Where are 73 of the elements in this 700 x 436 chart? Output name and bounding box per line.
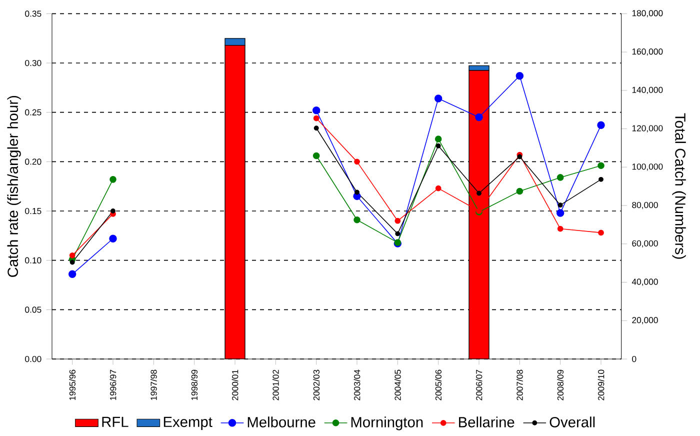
y2-tick-label: 180,000	[632, 10, 663, 18]
point	[517, 154, 522, 160]
x-tick-label: 2009/10	[598, 370, 604, 400]
y-tick-label: 0.10	[25, 257, 42, 264]
y2-tick-label: 160,000	[632, 48, 663, 56]
point	[394, 218, 401, 224]
point	[110, 176, 116, 183]
point	[109, 234, 117, 242]
y2-tick-label: 20,000	[632, 317, 658, 324]
y-tick-label: 0.25	[25, 109, 42, 116]
x-tick-label: 1998/99	[191, 370, 198, 400]
y-tick-label: 0.05	[25, 306, 42, 313]
point	[598, 230, 604, 236]
y2-tick-label: 80,000	[632, 202, 658, 210]
point	[436, 143, 441, 148]
y2-tick-label: 140,000	[632, 86, 663, 94]
point	[435, 185, 442, 192]
point	[354, 216, 360, 224]
point	[557, 226, 564, 232]
point	[312, 152, 320, 160]
point	[354, 190, 360, 195]
point	[395, 231, 400, 236]
legend-label: RFL	[102, 416, 128, 427]
y2-tick-label: 60,000	[632, 240, 658, 248]
point	[354, 158, 360, 165]
point	[314, 126, 319, 131]
point	[556, 174, 564, 181]
x-tick-label: 2006/07	[476, 370, 482, 400]
y2-axis-title: Total Catch (Numbers)	[672, 113, 686, 259]
x-tick-label: 2008/09	[557, 370, 564, 400]
x-tick-label: 1997/98	[150, 370, 157, 400]
x-tick-label: 2005/06	[435, 370, 442, 400]
y-tick-label: 0.30	[25, 60, 42, 66]
point	[516, 72, 524, 80]
point	[516, 188, 524, 195]
y-tick-label: 0.35	[25, 10, 42, 17]
x-tick-label: 2003/04	[354, 370, 360, 400]
point	[312, 106, 320, 114]
point	[558, 202, 563, 208]
y-tick-label: 0.15	[25, 208, 42, 214]
x-tick-label: 2001/02	[272, 370, 279, 400]
point	[598, 162, 604, 170]
x-tick-label: 2004/05	[394, 370, 401, 400]
point	[476, 190, 482, 196]
y-axis-title: Catch rate (fish/angler hour)	[7, 96, 21, 277]
point	[597, 121, 605, 130]
y2-tick-label: 100,000	[632, 164, 663, 171]
point	[68, 270, 76, 278]
x-tick-label: 2007/08	[516, 370, 523, 400]
y2-tick-label: 40,000	[632, 278, 658, 286]
point	[69, 252, 76, 258]
point	[434, 94, 442, 102]
legend-label: Bellarine	[459, 416, 514, 428]
y2-tick-label: 120,000	[632, 125, 663, 132]
point	[70, 260, 75, 265]
point	[556, 209, 564, 217]
y2-tick-label: 0	[632, 356, 636, 362]
bar	[224, 44, 246, 359]
point	[475, 113, 483, 122]
y-tick-label: 0.00	[25, 356, 42, 362]
x-tick-label: 1995/96	[69, 370, 76, 400]
point	[434, 136, 442, 142]
legend-label: Overall	[550, 416, 595, 428]
point	[598, 176, 604, 182]
legend-label: Mornington	[351, 416, 423, 430]
y-tick-label: 0.20	[25, 158, 42, 165]
legend-label: Exempt	[164, 416, 212, 430]
x-tick-label: 1996/97	[110, 370, 116, 400]
legend-label: Melbourne	[248, 416, 316, 428]
x-tick-label: 2002/03	[313, 370, 320, 400]
point	[110, 208, 116, 214]
point	[313, 115, 320, 122]
x-tick-label: 2000/01	[232, 370, 238, 400]
